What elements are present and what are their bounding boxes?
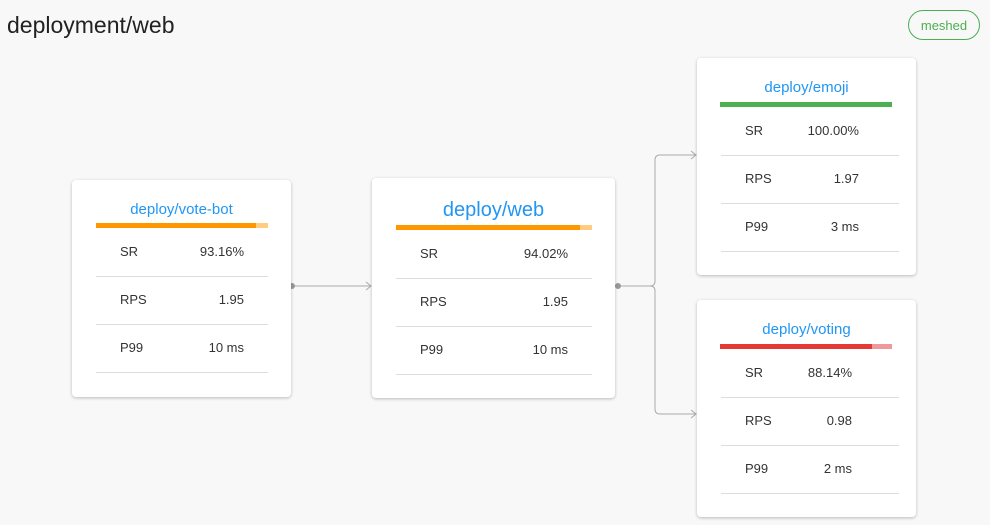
metric-label: P99 bbox=[420, 342, 444, 357]
metric-row-p99: P99 2 ms bbox=[721, 445, 899, 494]
node-card-voting[interactable]: deploy/voting SR 88.14% RPS 0.98 P99 2 ms bbox=[697, 300, 916, 517]
metric-value: 2 ms bbox=[823, 461, 852, 476]
metric-value: 0.98 bbox=[826, 413, 852, 428]
metric-value: 1.97 bbox=[833, 171, 859, 186]
metric-label: RPS bbox=[120, 292, 147, 307]
node-title[interactable]: deploy/emoji bbox=[764, 79, 849, 96]
metric-value: 88.14% bbox=[807, 365, 852, 380]
arrow-icon bbox=[365, 281, 372, 291]
metric-row-sr: SR 94.02% bbox=[396, 230, 592, 279]
metric-value: 10 ms bbox=[208, 340, 244, 355]
metric-row-rps: RPS 0.98 bbox=[721, 397, 899, 446]
node-card-vote-bot[interactable]: deploy/vote-bot SR 93.16% RPS 1.95 P99 10 m… bbox=[72, 180, 291, 397]
success-rate-bar bbox=[720, 102, 892, 107]
node-card-emoji[interactable]: deploy/emoji SR 100.00% RPS 1.97 P99 3 ms bbox=[697, 58, 916, 275]
node-title[interactable]: deploy/vote-bot bbox=[130, 201, 233, 218]
arrow-icon bbox=[690, 409, 697, 419]
metric-value: 93.16% bbox=[199, 244, 244, 259]
metric-label: SR bbox=[745, 123, 764, 138]
metric-row-rps: RPS 1.95 bbox=[96, 276, 268, 325]
metric-row-rps: RPS 1.97 bbox=[721, 155, 899, 204]
edge-web-to-emoji bbox=[618, 154, 695, 287]
metric-label: RPS bbox=[745, 171, 772, 186]
metric-value: 3 ms bbox=[830, 219, 859, 234]
metric-label: P99 bbox=[120, 340, 144, 355]
metric-label: SR bbox=[745, 365, 764, 380]
metric-row-p99: P99 10 ms bbox=[396, 326, 592, 375]
metric-value: 1.95 bbox=[218, 292, 244, 307]
node-title: deploy/web bbox=[442, 199, 545, 221]
metric-row-sr: SR 93.16% bbox=[96, 228, 268, 277]
metric-label: SR bbox=[120, 244, 139, 259]
metric-row-sr: SR 88.14% bbox=[721, 349, 899, 398]
metric-row-p99: P99 3 ms bbox=[721, 203, 899, 252]
metric-label: P99 bbox=[745, 219, 769, 234]
meshed-status-badge: meshed bbox=[908, 10, 980, 40]
metric-label: P99 bbox=[745, 461, 769, 476]
edge-web-to-voting bbox=[618, 285, 695, 415]
arrow-icon bbox=[690, 150, 697, 160]
metric-label: RPS bbox=[420, 294, 447, 309]
metric-row-rps: RPS 1.95 bbox=[396, 278, 592, 327]
page-title: deployment/web bbox=[7, 12, 175, 38]
metric-value: 94.02% bbox=[523, 246, 568, 261]
metric-row-p99: P99 10 ms bbox=[96, 324, 268, 373]
success-rate-bar bbox=[720, 344, 892, 349]
metric-value: 1.95 bbox=[542, 294, 568, 309]
success-rate-bar bbox=[396, 225, 592, 230]
metric-value: 10 ms bbox=[532, 342, 568, 357]
node-title[interactable]: deploy/voting bbox=[762, 321, 851, 338]
metric-label: SR bbox=[420, 246, 439, 261]
metric-label: RPS bbox=[745, 413, 772, 428]
metric-value: 100.00% bbox=[807, 123, 859, 138]
metric-row-sr: SR 100.00% bbox=[721, 107, 899, 156]
node-card-web[interactable]: deploy/web SR 94.02% RPS 1.95 P99 10 ms bbox=[372, 178, 615, 398]
success-rate-bar bbox=[96, 223, 268, 228]
